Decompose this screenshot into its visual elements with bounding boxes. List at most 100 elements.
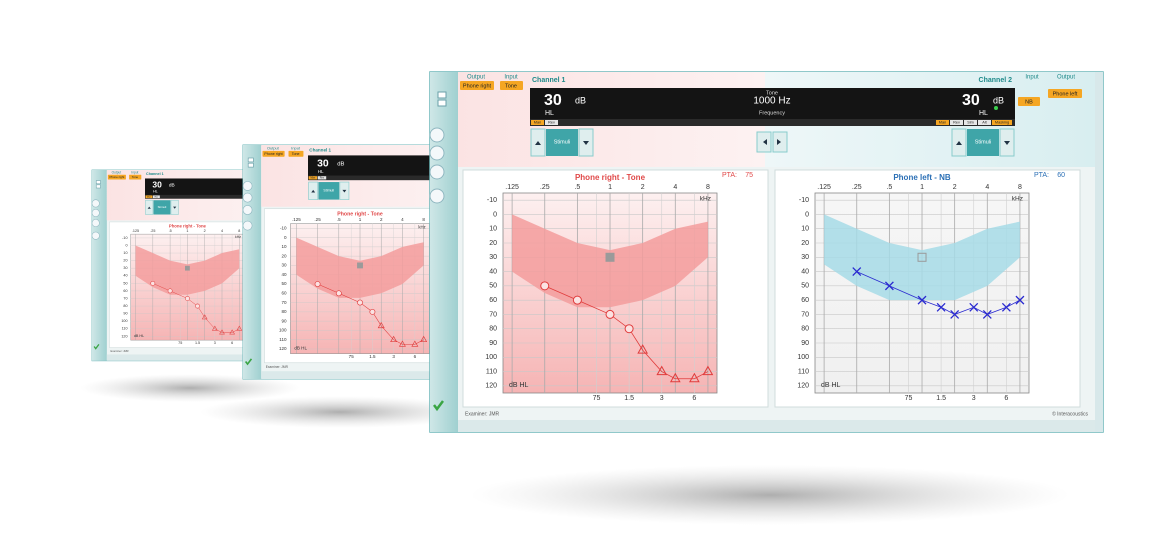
unit: dB [169,183,175,189]
tool-icon[interactable] [429,188,445,204]
tool-icon[interactable] [429,145,445,161]
y-tick-label: 60 [801,297,809,304]
data-point [950,309,960,319]
tool-icon[interactable] [91,219,100,227]
scale: HL [979,110,988,117]
button-label: Tone [132,175,139,179]
tool-icon[interactable] [242,192,253,203]
data-point [411,340,419,347]
tool-icon[interactable] [91,199,100,208]
y-tick-label: 80 [489,326,497,333]
data-point [917,295,927,305]
stimuli-button[interactable] [967,129,999,156]
y-axis-label: dB HL [821,382,841,389]
button[interactable] [129,174,142,180]
tool-icon[interactable] [242,205,253,215]
mode-button[interactable] [152,195,160,199]
y-tick-label: 100 [485,354,497,361]
tool-icon[interactable] [242,181,253,191]
x-tick-label: 75 [349,354,355,359]
button[interactable] [1018,97,1040,106]
stimuli-button[interactable] [546,129,578,156]
mode-button[interactable] [978,120,991,125]
check-icon [433,400,444,412]
mode-label: Rev [155,196,159,198]
y-tick-label: 80 [123,304,127,308]
label: Output [267,145,280,150]
x-axis-label: kHz [418,225,425,230]
indicator [994,106,998,110]
data-point [167,288,173,294]
tool-icon[interactable] [437,99,447,107]
tool-icon[interactable] [247,157,254,163]
tool-icon[interactable] [95,184,101,189]
mode-button[interactable] [545,120,558,125]
x-tick-label: 8 [238,229,240,233]
mode-button[interactable] [308,176,318,180]
data-point [420,335,428,342]
stimuli-button[interactable] [153,200,171,215]
button[interactable] [288,150,304,157]
unit: dB [575,95,586,105]
pta-value: 60 [1057,172,1065,179]
y-tick-label: 90 [281,318,287,323]
data-point [335,290,342,297]
y-tick-label: 0 [493,211,497,218]
tool-icon[interactable] [437,91,447,99]
mode-label: Masking [995,121,1009,125]
button-label: Tone [292,152,300,156]
label: Output [1057,75,1075,81]
data-point [702,365,714,376]
level: 30 [317,159,329,170]
tool-icon[interactable] [429,164,445,180]
mode-button[interactable] [950,120,963,125]
x-axis-label: kHz [235,235,241,239]
mode-button[interactable] [531,120,544,125]
data-point [314,281,321,287]
arrow [311,189,316,193]
mode-label: Man [147,196,151,198]
data-point [201,314,208,320]
mode-button[interactable] [936,120,949,125]
chart-title: Phone right - Tone [575,173,646,182]
tool-icon[interactable] [247,162,254,168]
mode-label: Rev [320,177,325,180]
tool-icon[interactable] [91,208,100,217]
button-label: Phone right [109,175,124,179]
button[interactable] [500,81,523,90]
level: 30 [152,180,162,190]
x-tick-label: 4 [673,184,677,191]
tool-icon[interactable] [95,180,101,185]
tool-icon[interactable] [91,231,100,240]
mode-button[interactable] [964,120,977,125]
x-tick-label: 4 [221,229,223,233]
button[interactable] [107,174,126,180]
data-point [624,324,634,334]
x-tick-label: .5 [574,184,580,191]
label: Output [467,75,485,81]
mode-button[interactable] [145,195,153,199]
x-tick-label: 3 [972,395,976,402]
button[interactable] [262,150,285,157]
mode-button[interactable] [992,120,1012,125]
x-tick-label: .125 [132,229,139,233]
y-tick-label: 40 [123,274,127,278]
unit: dB [337,161,344,167]
examiner: Examiner: JMR [111,349,129,353]
scale: HL [318,169,324,174]
data-point [369,308,376,315]
stimuli-button[interactable] [318,182,340,200]
button[interactable] [460,81,494,90]
x-tick-label: 2 [953,184,957,191]
mode-label: Rev [953,121,960,125]
data-point [1001,302,1011,312]
label: Input [504,75,518,81]
button[interactable] [1048,89,1082,98]
x-tick-label: 2 [380,217,383,222]
label: Input [1025,75,1039,81]
mode-label: Rev [548,121,555,125]
tool-icon[interactable] [242,220,253,231]
tool-icon[interactable] [429,127,445,143]
mode-label: Man [310,177,315,180]
mode-button[interactable] [317,176,327,180]
